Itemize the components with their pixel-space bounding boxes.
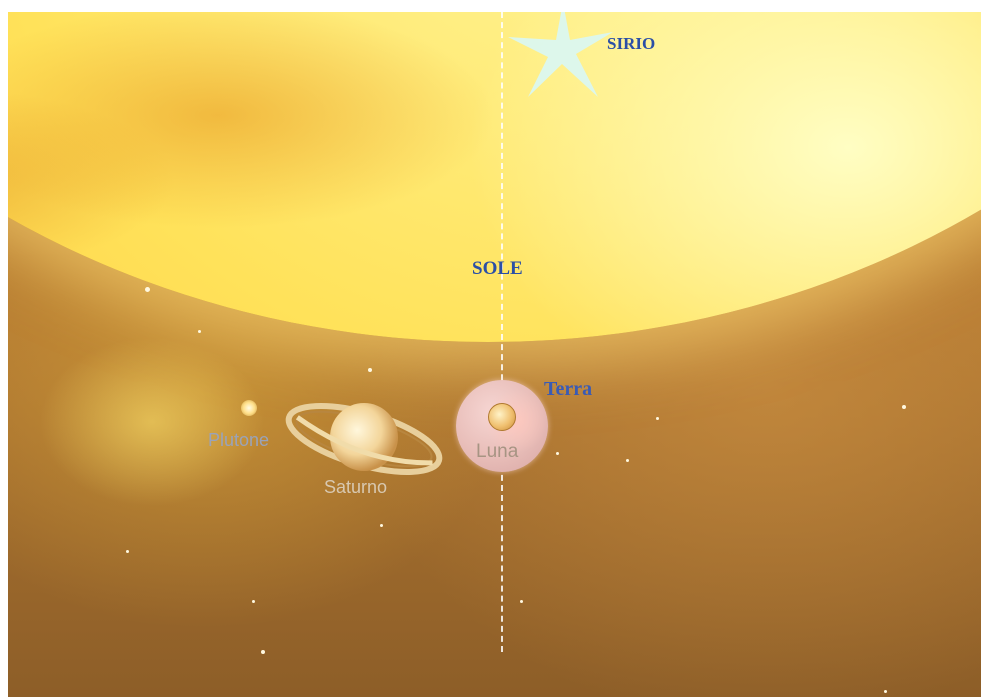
background-star [902, 405, 906, 409]
moon-body[interactable] [488, 403, 516, 431]
background-star [252, 600, 255, 603]
background-star [126, 550, 129, 553]
saturn-planet-icon[interactable] [282, 394, 446, 480]
solar-flare-glow [8, 272, 328, 572]
background-star [198, 330, 201, 333]
label-sirio[interactable]: SIRIO [607, 34, 656, 53]
meridian-line [501, 12, 503, 652]
background-star [626, 459, 629, 462]
background-star [884, 690, 887, 693]
background-star [656, 417, 659, 420]
sirio-star-icon[interactable] [498, 12, 628, 112]
label-luna[interactable]: Luna [476, 441, 519, 462]
background-star [145, 287, 150, 292]
background-star [556, 452, 559, 455]
label-plutone[interactable]: Plutone [208, 430, 270, 450]
label-saturno[interactable]: Saturno [324, 477, 388, 497]
background-star [368, 368, 372, 372]
background-star [520, 600, 523, 603]
background-star [261, 650, 265, 654]
label-terra[interactable]: Terra [544, 378, 593, 400]
sky-scene: SIRIO SOLE Plutone Saturno Luna Terra [8, 12, 981, 697]
pluto-body[interactable] [241, 400, 257, 416]
background-star [380, 524, 383, 527]
label-sole[interactable]: SOLE [472, 258, 523, 279]
